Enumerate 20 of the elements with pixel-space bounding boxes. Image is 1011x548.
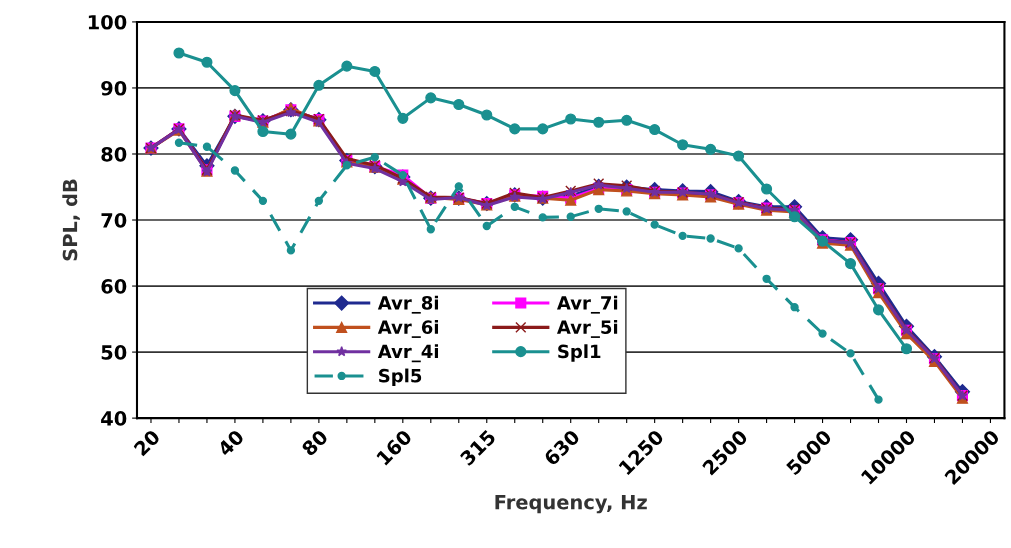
legend-label: Spl1 (558, 344, 601, 362)
x-axis-title: Frequency, Hz (495, 494, 647, 514)
legend-label: Avr_6i (377, 319, 439, 338)
x-tick-label: 40 (216, 428, 245, 457)
x-tick-label: 630 (543, 428, 581, 467)
legend-label: Avr_5i (556, 319, 618, 338)
x-tick-label: 80 (300, 428, 329, 457)
y-tick-label: 70 (101, 212, 127, 228)
legend-label: Avr_4i (377, 344, 439, 363)
y-tick-label: 40 (101, 411, 127, 426)
x-tick-label: 20 (133, 428, 161, 457)
legend-label: Spl5 (379, 368, 422, 387)
legend-label: Avr_7i (556, 295, 618, 314)
legend-label: Avr_8i (377, 295, 439, 314)
y-tick-label: 60 (101, 279, 127, 294)
y-tick-label: 90 (101, 80, 127, 96)
y-tick-label: 50 (101, 345, 127, 360)
y-axis-title: SPL, dB (62, 179, 80, 261)
y-tick-label: 100 (88, 14, 127, 30)
y-tick-label: 80 (101, 146, 127, 162)
